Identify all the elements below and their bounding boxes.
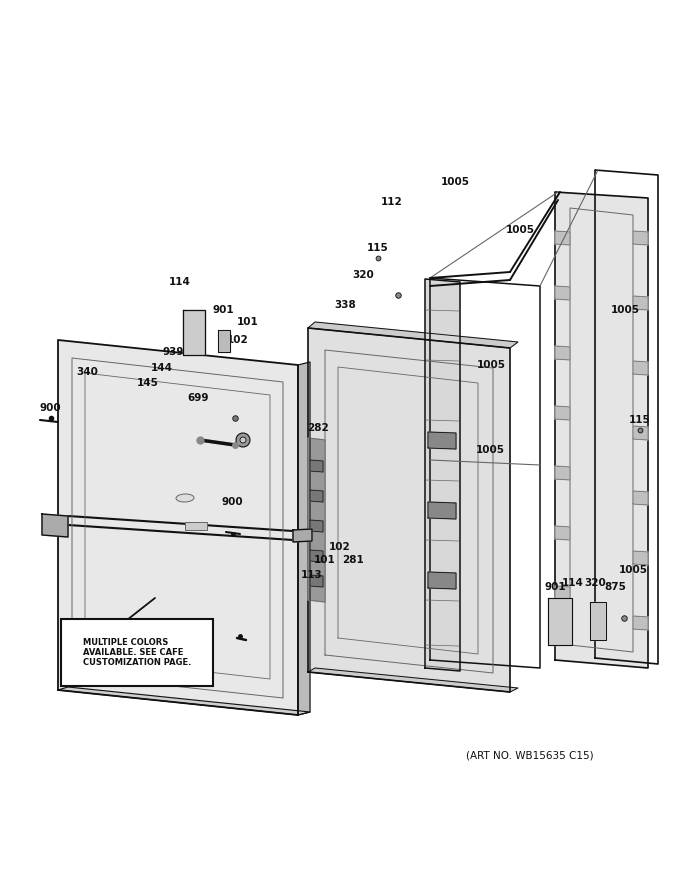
FancyBboxPatch shape (61, 619, 213, 686)
Text: 1005: 1005 (619, 565, 647, 575)
Polygon shape (310, 490, 323, 502)
Circle shape (236, 433, 250, 447)
Text: 1005: 1005 (475, 445, 505, 455)
Polygon shape (555, 526, 570, 540)
Polygon shape (555, 231, 570, 245)
Text: 1005: 1005 (441, 177, 469, 187)
Text: MULTIPLE COLORS
AVAILABLE. SEE CAFE
CUSTOMIZATION PAGE.: MULTIPLE COLORS AVAILABLE. SEE CAFE CUST… (83, 638, 191, 667)
Bar (185, 522, 207, 530)
Text: 101: 101 (314, 555, 336, 565)
Text: 115: 115 (367, 243, 389, 253)
Polygon shape (555, 406, 570, 420)
Polygon shape (308, 438, 325, 602)
Text: (ART NO. WB15635 C15): (ART NO. WB15635 C15) (466, 750, 594, 760)
Polygon shape (428, 572, 456, 589)
Text: 939: 939 (163, 347, 184, 357)
Polygon shape (555, 192, 648, 668)
Text: 338: 338 (334, 300, 356, 310)
Polygon shape (183, 310, 205, 355)
Polygon shape (310, 520, 323, 532)
Polygon shape (428, 502, 456, 519)
Text: 102: 102 (329, 542, 351, 552)
Text: 115: 115 (629, 415, 651, 425)
Text: 320: 320 (584, 578, 606, 588)
Text: 281: 281 (342, 555, 364, 565)
Circle shape (240, 437, 246, 443)
Polygon shape (310, 550, 323, 562)
Polygon shape (310, 460, 323, 472)
Polygon shape (555, 466, 570, 480)
Polygon shape (425, 279, 460, 671)
Polygon shape (633, 361, 648, 375)
Polygon shape (42, 514, 68, 537)
Text: 114: 114 (169, 277, 191, 287)
Polygon shape (633, 551, 648, 565)
Polygon shape (548, 598, 572, 645)
Polygon shape (633, 296, 648, 310)
Text: 102: 102 (227, 335, 249, 345)
Ellipse shape (176, 494, 194, 502)
Polygon shape (555, 631, 570, 645)
Polygon shape (308, 322, 518, 348)
Polygon shape (633, 426, 648, 440)
Polygon shape (555, 286, 570, 300)
Text: 320: 320 (352, 270, 374, 280)
Text: 901: 901 (544, 582, 566, 592)
Text: 1005: 1005 (477, 360, 505, 370)
Text: 114: 114 (562, 578, 584, 588)
Polygon shape (308, 328, 510, 692)
Text: 113: 113 (301, 570, 323, 580)
Polygon shape (308, 668, 518, 692)
Text: 1005: 1005 (611, 305, 639, 315)
Text: 282: 282 (307, 423, 329, 433)
Text: 101: 101 (237, 317, 259, 327)
Text: 875: 875 (604, 582, 626, 592)
Text: 144: 144 (151, 363, 173, 373)
Text: 1005: 1005 (505, 225, 534, 235)
Text: 145: 145 (137, 378, 159, 388)
Text: 699: 699 (187, 393, 209, 403)
Text: 901: 901 (212, 305, 234, 315)
Polygon shape (58, 687, 310, 715)
Polygon shape (555, 346, 570, 360)
Text: 900: 900 (221, 497, 243, 507)
Text: 340: 340 (76, 367, 98, 377)
Text: 900: 900 (39, 403, 61, 413)
Polygon shape (590, 602, 606, 640)
Polygon shape (633, 231, 648, 245)
Text: 112: 112 (381, 197, 403, 207)
Polygon shape (293, 529, 312, 542)
Polygon shape (633, 616, 648, 630)
Polygon shape (555, 586, 570, 600)
Polygon shape (428, 432, 456, 449)
Polygon shape (218, 330, 230, 352)
Polygon shape (58, 340, 298, 715)
Polygon shape (310, 575, 323, 587)
Polygon shape (298, 362, 310, 715)
Polygon shape (633, 491, 648, 505)
